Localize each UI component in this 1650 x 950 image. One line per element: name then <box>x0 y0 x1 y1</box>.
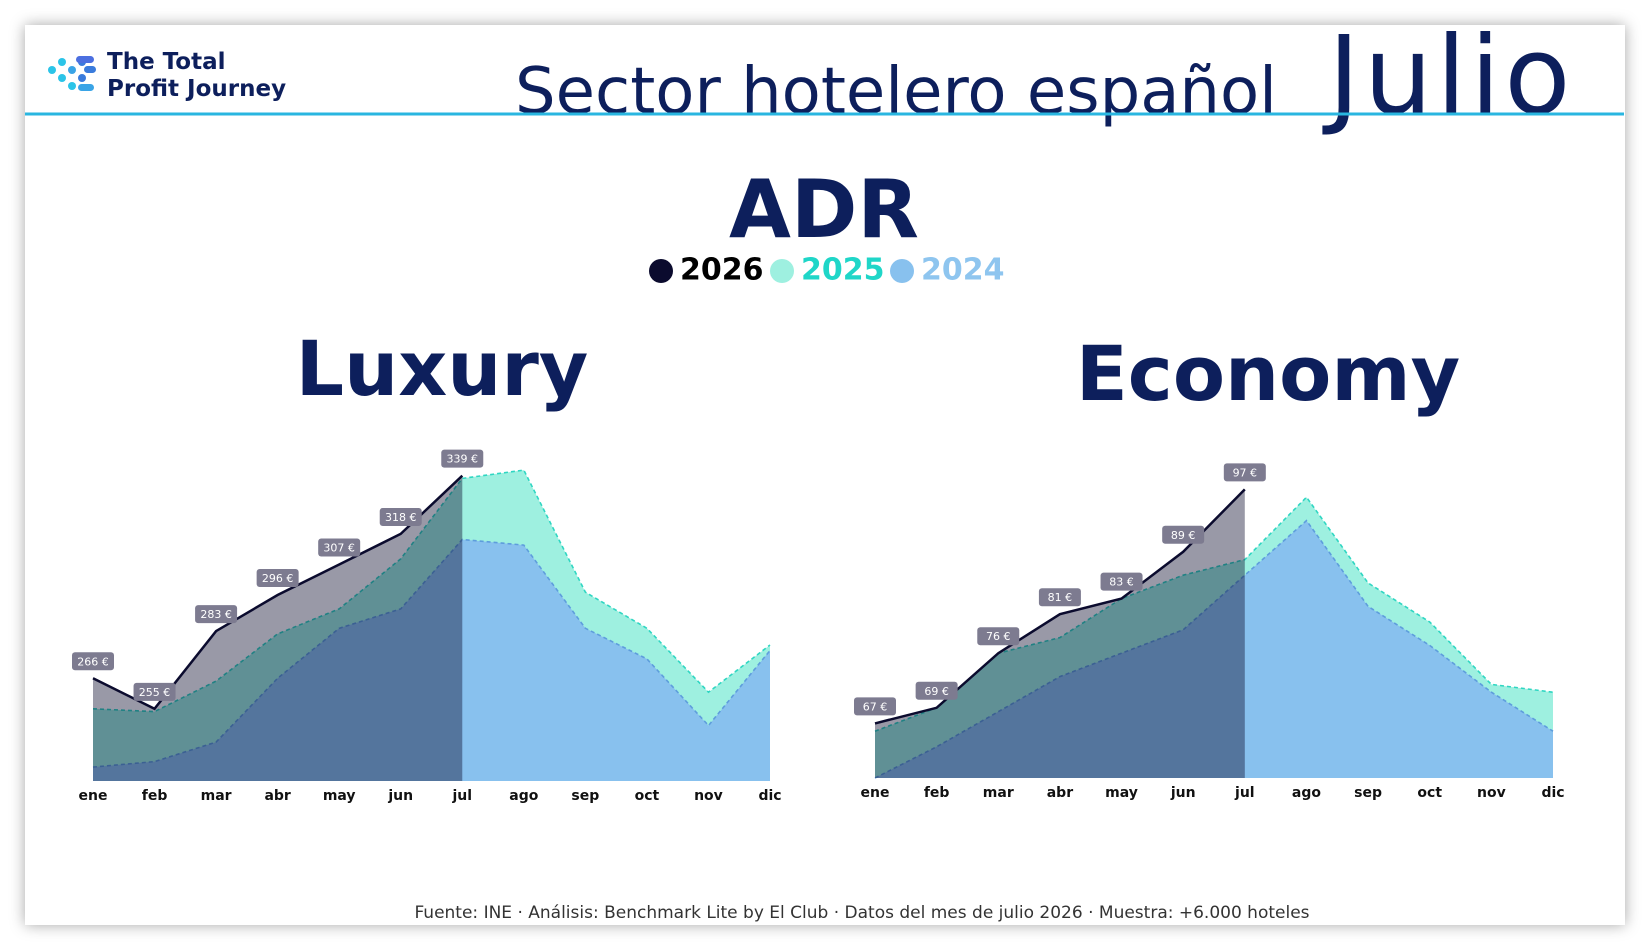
value-label-box <box>977 627 1020 646</box>
value-label-box <box>1223 463 1266 482</box>
legend-marker <box>649 259 673 283</box>
x-tick-label: may <box>323 788 356 804</box>
value-label-box <box>854 697 896 716</box>
value-label-box <box>915 681 958 700</box>
x-tick-label: feb <box>142 788 168 804</box>
x-tick-label: oct <box>635 788 660 804</box>
main-title: ADR <box>729 163 919 256</box>
x-tick-label: oct <box>1417 785 1442 801</box>
value-label: 67 € <box>863 700 888 713</box>
x-tick-label: dic <box>1541 785 1564 801</box>
x-tick-label: ago <box>1292 785 1321 801</box>
value-label: 76 € <box>986 630 1011 643</box>
logo-icon <box>48 56 96 91</box>
value-label-box <box>1162 525 1205 544</box>
value-label-box <box>133 682 176 701</box>
footer: Fuente: INE · Análisis: Benchmark Lite b… <box>414 903 1309 923</box>
series-line <box>92 474 464 711</box>
chart-title: Luxury <box>296 324 589 413</box>
x-tick-label: mar <box>983 785 1014 801</box>
value-label-box <box>195 605 238 624</box>
header-title: Sector hotelero español <box>515 55 1277 129</box>
x-tick-label: ene <box>79 788 108 804</box>
x-tick-label: jul <box>1234 785 1255 801</box>
value-label: 339 € <box>447 453 479 466</box>
logo-text: The Total <box>107 49 226 75</box>
x-tick-label: jun <box>1170 785 1196 801</box>
value-label: 83 € <box>1109 576 1134 589</box>
value-label: 318 € <box>385 511 417 524</box>
value-label-box <box>72 652 114 671</box>
legend-label: 2026 <box>680 253 764 288</box>
legend-label: 2024 <box>921 253 1005 288</box>
value-label-box <box>1038 588 1081 607</box>
x-tick-label: sep <box>571 788 599 804</box>
value-label: 283 € <box>200 608 232 621</box>
value-label-box <box>1100 572 1143 591</box>
logo-text: Profit Journey <box>107 76 286 102</box>
value-label: 97 € <box>1233 466 1258 479</box>
x-tick-label: abr <box>1047 785 1073 801</box>
header-month: Julio <box>1322 14 1574 139</box>
legend-label: 2025 <box>801 253 885 288</box>
x-tick-label: ago <box>509 788 538 804</box>
value-label: 266 € <box>77 655 109 668</box>
value-label: 89 € <box>1171 529 1196 542</box>
chart-title: Economy <box>1076 329 1460 418</box>
x-tick-label: nov <box>694 788 723 804</box>
value-label-box <box>379 507 422 526</box>
series-area <box>93 539 770 781</box>
series-line <box>874 519 1554 779</box>
value-label-box <box>318 538 361 557</box>
value-label: 69 € <box>924 685 949 698</box>
x-tick-label: abr <box>264 788 290 804</box>
value-label-box <box>256 569 299 588</box>
series-area <box>875 489 1245 778</box>
x-tick-label: feb <box>924 785 950 801</box>
legend-marker <box>890 259 914 283</box>
value-label: 255 € <box>139 686 171 699</box>
x-tick-label: mar <box>201 788 232 804</box>
x-tick-label: jul <box>451 788 472 804</box>
x-tick-label: nov <box>1477 785 1506 801</box>
x-tick-label: dic <box>758 788 781 804</box>
legend-marker <box>770 259 794 283</box>
value-label: 307 € <box>323 541 355 554</box>
series-line <box>92 538 771 768</box>
series-area <box>93 475 463 781</box>
series-line <box>874 488 1246 725</box>
value-label: 296 € <box>262 572 294 585</box>
x-tick-label: may <box>1105 785 1138 801</box>
x-tick-label: sep <box>1354 785 1382 801</box>
x-tick-label: jun <box>387 788 413 804</box>
x-tick-label: ene <box>861 785 890 801</box>
series-area <box>875 520 1553 778</box>
value-label: 81 € <box>1048 591 1073 604</box>
value-label-box <box>441 449 484 468</box>
